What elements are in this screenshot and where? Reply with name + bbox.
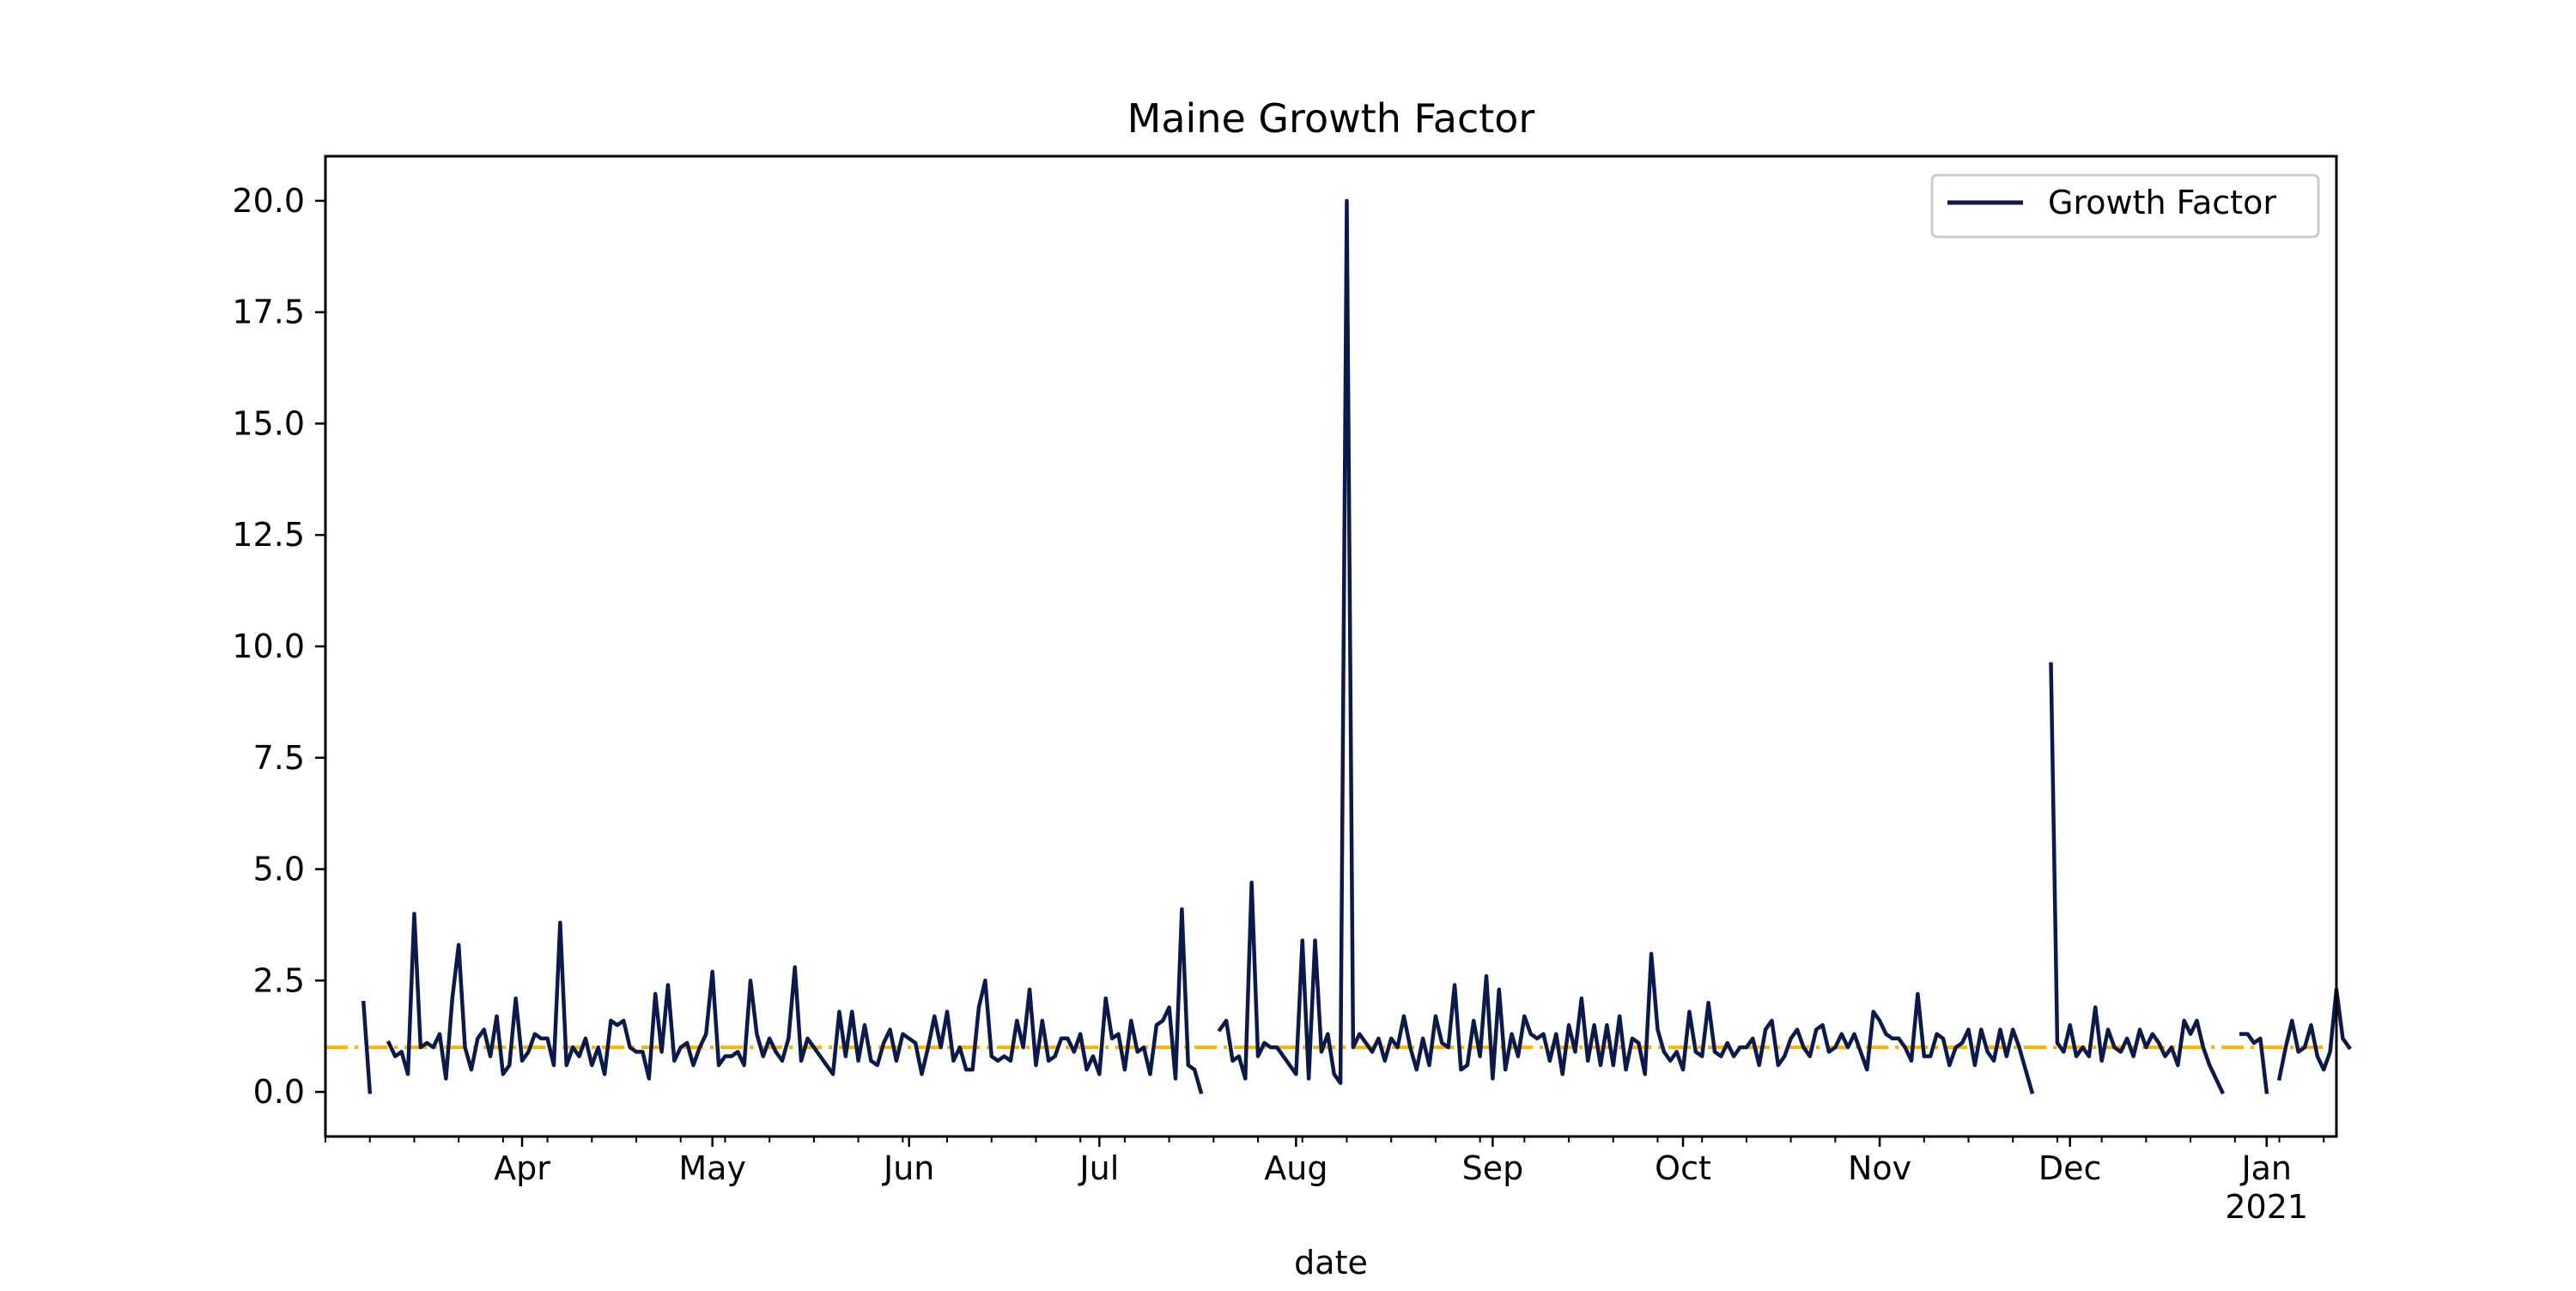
x-tick-label: Jun xyxy=(882,1149,934,1187)
x-tick-sublabel: 2021 xyxy=(2225,1188,2308,1226)
legend-box xyxy=(1930,173,2320,239)
y-tick-label: 5.0 xyxy=(253,851,305,888)
series-line-0 xyxy=(361,198,2352,1095)
y-tick-label: 15.0 xyxy=(232,404,305,442)
plot-area xyxy=(325,198,2352,1095)
x-tick-label: Oct xyxy=(1655,1149,1711,1187)
x-tick-label: Sep xyxy=(1462,1149,1524,1187)
x-axis-label: date xyxy=(1294,1244,1368,1282)
y-tick-label: 0.0 xyxy=(253,1073,305,1111)
x-tick-label: Nov xyxy=(1848,1149,1911,1187)
x-tick-label: Jul xyxy=(1078,1149,1119,1187)
legend-label: Growth Factor xyxy=(2048,184,2276,221)
y-tick-label: 17.5 xyxy=(232,294,305,331)
legend: Growth Factor xyxy=(1930,173,2320,239)
y-tick-label: 12.5 xyxy=(232,516,305,554)
y-tick-label: 7.5 xyxy=(253,739,305,777)
axes: 0.0 2.5 5.0 7.5 10.0 12.5 15.0 17.5 20.0 Apr May Ju… xyxy=(232,182,2325,1226)
chart-title: Maine Growth Factor xyxy=(1127,95,1535,142)
x-tick-label: Jan xyxy=(2239,1149,2292,1187)
x-tick-label: Apr xyxy=(494,1149,550,1187)
y-tick-label: 2.5 xyxy=(253,961,305,999)
x-tick-label: May xyxy=(678,1149,746,1187)
y-tick-label: 10.0 xyxy=(232,627,305,665)
x-tick-label: Aug xyxy=(1264,1149,1327,1187)
x-tick-label: Dec xyxy=(2038,1149,2102,1187)
y-tick-label: 20.0 xyxy=(232,182,305,220)
